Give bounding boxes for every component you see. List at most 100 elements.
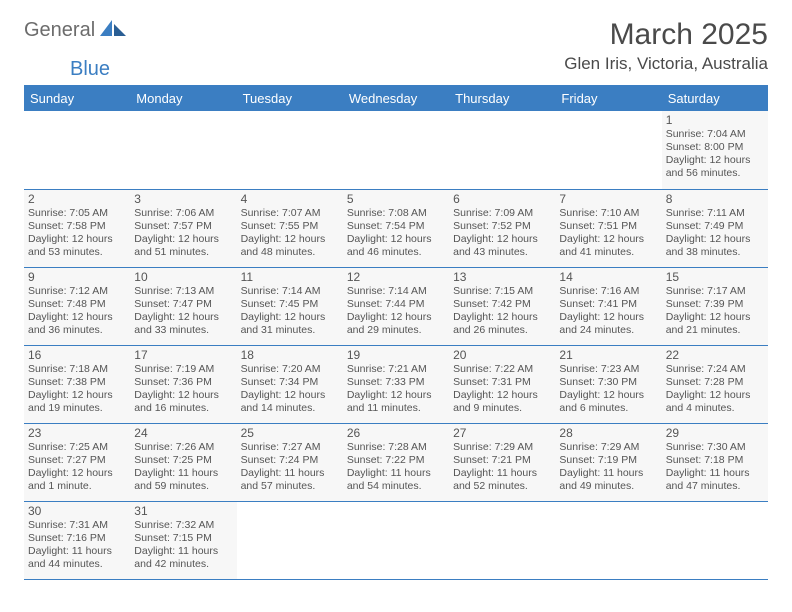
- calendar-empty-cell: [237, 501, 343, 579]
- brand-part2: Blue: [70, 58, 110, 81]
- calendar-day-cell: 31Sunrise: 7:32 AMSunset: 7:15 PMDayligh…: [130, 501, 236, 579]
- day-info: Sunrise: 7:12 AMSunset: 7:48 PMDaylight:…: [28, 285, 126, 338]
- day-info: Sunrise: 7:21 AMSunset: 7:33 PMDaylight:…: [347, 363, 445, 416]
- day-info: Sunrise: 7:16 AMSunset: 7:41 PMDaylight:…: [559, 285, 657, 338]
- calendar-week-row: 2Sunrise: 7:05 AMSunset: 7:58 PMDaylight…: [24, 189, 768, 267]
- calendar-empty-cell: [555, 111, 661, 189]
- day-info: Sunrise: 7:08 AMSunset: 7:54 PMDaylight:…: [347, 207, 445, 260]
- calendar-day-cell: 18Sunrise: 7:20 AMSunset: 7:34 PMDayligh…: [237, 345, 343, 423]
- day-info: Sunrise: 7:24 AMSunset: 7:28 PMDaylight:…: [666, 363, 764, 416]
- day-number: 27: [453, 426, 551, 440]
- calendar-day-cell: 12Sunrise: 7:14 AMSunset: 7:44 PMDayligh…: [343, 267, 449, 345]
- calendar-table: SundayMondayTuesdayWednesdayThursdayFrid…: [24, 86, 768, 580]
- day-number: 21: [559, 348, 657, 362]
- calendar-day-cell: 27Sunrise: 7:29 AMSunset: 7:21 PMDayligh…: [449, 423, 555, 501]
- calendar-day-cell: 14Sunrise: 7:16 AMSunset: 7:41 PMDayligh…: [555, 267, 661, 345]
- calendar-empty-cell: [662, 501, 768, 579]
- day-number: 5: [347, 192, 445, 206]
- day-number: 26: [347, 426, 445, 440]
- day-number: 18: [241, 348, 339, 362]
- calendar-day-cell: 24Sunrise: 7:26 AMSunset: 7:25 PMDayligh…: [130, 423, 236, 501]
- day-info: Sunrise: 7:31 AMSunset: 7:16 PMDaylight:…: [28, 519, 126, 572]
- calendar-day-cell: 9Sunrise: 7:12 AMSunset: 7:48 PMDaylight…: [24, 267, 130, 345]
- day-info: Sunrise: 7:15 AMSunset: 7:42 PMDaylight:…: [453, 285, 551, 338]
- calendar-day-cell: 13Sunrise: 7:15 AMSunset: 7:42 PMDayligh…: [449, 267, 555, 345]
- day-info: Sunrise: 7:20 AMSunset: 7:34 PMDaylight:…: [241, 363, 339, 416]
- calendar-day-cell: 19Sunrise: 7:21 AMSunset: 7:33 PMDayligh…: [343, 345, 449, 423]
- brand-sail-icon: [100, 18, 126, 43]
- calendar-day-cell: 29Sunrise: 7:30 AMSunset: 7:18 PMDayligh…: [662, 423, 768, 501]
- calendar-day-cell: 22Sunrise: 7:24 AMSunset: 7:28 PMDayligh…: [662, 345, 768, 423]
- day-info: Sunrise: 7:07 AMSunset: 7:55 PMDaylight:…: [241, 207, 339, 260]
- weekday-header: Sunday: [24, 86, 130, 111]
- calendar-day-cell: 26Sunrise: 7:28 AMSunset: 7:22 PMDayligh…: [343, 423, 449, 501]
- calendar-empty-cell: [555, 501, 661, 579]
- day-info: Sunrise: 7:29 AMSunset: 7:19 PMDaylight:…: [559, 441, 657, 494]
- weekday-header: Thursday: [449, 86, 555, 111]
- day-info: Sunrise: 7:13 AMSunset: 7:47 PMDaylight:…: [134, 285, 232, 338]
- calendar-day-cell: 3Sunrise: 7:06 AMSunset: 7:57 PMDaylight…: [130, 189, 236, 267]
- brand-logo: General: [24, 18, 129, 43]
- calendar-week-row: 23Sunrise: 7:25 AMSunset: 7:27 PMDayligh…: [24, 423, 768, 501]
- day-number: 16: [28, 348, 126, 362]
- day-info: Sunrise: 7:18 AMSunset: 7:38 PMDaylight:…: [28, 363, 126, 416]
- calendar-day-cell: 10Sunrise: 7:13 AMSunset: 7:47 PMDayligh…: [130, 267, 236, 345]
- day-number: 15: [666, 270, 764, 284]
- day-number: 24: [134, 426, 232, 440]
- calendar-week-row: 9Sunrise: 7:12 AMSunset: 7:48 PMDaylight…: [24, 267, 768, 345]
- day-number: 20: [453, 348, 551, 362]
- day-info: Sunrise: 7:06 AMSunset: 7:57 PMDaylight:…: [134, 207, 232, 260]
- day-number: 23: [28, 426, 126, 440]
- day-info: Sunrise: 7:09 AMSunset: 7:52 PMDaylight:…: [453, 207, 551, 260]
- calendar-day-cell: 21Sunrise: 7:23 AMSunset: 7:30 PMDayligh…: [555, 345, 661, 423]
- day-number: 29: [666, 426, 764, 440]
- day-number: 8: [666, 192, 764, 206]
- day-number: 7: [559, 192, 657, 206]
- brand-part1: General: [24, 19, 95, 42]
- calendar-day-cell: 17Sunrise: 7:19 AMSunset: 7:36 PMDayligh…: [130, 345, 236, 423]
- weekday-header: Monday: [130, 86, 236, 111]
- day-info: Sunrise: 7:04 AMSunset: 8:00 PMDaylight:…: [666, 128, 764, 181]
- calendar-day-cell: 30Sunrise: 7:31 AMSunset: 7:16 PMDayligh…: [24, 501, 130, 579]
- calendar-empty-cell: [343, 501, 449, 579]
- calendar-empty-cell: [449, 501, 555, 579]
- day-number: 9: [28, 270, 126, 284]
- calendar-day-cell: 7Sunrise: 7:10 AMSunset: 7:51 PMDaylight…: [555, 189, 661, 267]
- day-info: Sunrise: 7:10 AMSunset: 7:51 PMDaylight:…: [559, 207, 657, 260]
- weekday-header: Friday: [555, 86, 661, 111]
- day-info: Sunrise: 7:23 AMSunset: 7:30 PMDaylight:…: [559, 363, 657, 416]
- weekday-header: Saturday: [662, 86, 768, 111]
- day-info: Sunrise: 7:05 AMSunset: 7:58 PMDaylight:…: [28, 207, 126, 260]
- day-number: 12: [347, 270, 445, 284]
- calendar-day-cell: 16Sunrise: 7:18 AMSunset: 7:38 PMDayligh…: [24, 345, 130, 423]
- calendar-day-cell: 11Sunrise: 7:14 AMSunset: 7:45 PMDayligh…: [237, 267, 343, 345]
- day-info: Sunrise: 7:19 AMSunset: 7:36 PMDaylight:…: [134, 363, 232, 416]
- day-info: Sunrise: 7:30 AMSunset: 7:18 PMDaylight:…: [666, 441, 764, 494]
- day-info: Sunrise: 7:26 AMSunset: 7:25 PMDaylight:…: [134, 441, 232, 494]
- weekday-header: Tuesday: [237, 86, 343, 111]
- day-number: 19: [347, 348, 445, 362]
- day-info: Sunrise: 7:25 AMSunset: 7:27 PMDaylight:…: [28, 441, 126, 494]
- day-number: 31: [134, 504, 232, 518]
- calendar-empty-cell: [237, 111, 343, 189]
- day-number: 30: [28, 504, 126, 518]
- day-number: 1: [666, 113, 764, 127]
- day-info: Sunrise: 7:29 AMSunset: 7:21 PMDaylight:…: [453, 441, 551, 494]
- day-info: Sunrise: 7:14 AMSunset: 7:45 PMDaylight:…: [241, 285, 339, 338]
- day-number: 4: [241, 192, 339, 206]
- day-number: 2: [28, 192, 126, 206]
- day-number: 14: [559, 270, 657, 284]
- day-info: Sunrise: 7:17 AMSunset: 7:39 PMDaylight:…: [666, 285, 764, 338]
- day-info: Sunrise: 7:11 AMSunset: 7:49 PMDaylight:…: [666, 207, 764, 260]
- calendar-day-cell: 25Sunrise: 7:27 AMSunset: 7:24 PMDayligh…: [237, 423, 343, 501]
- month-title: March 2025: [564, 18, 768, 52]
- day-number: 28: [559, 426, 657, 440]
- day-info: Sunrise: 7:14 AMSunset: 7:44 PMDaylight:…: [347, 285, 445, 338]
- calendar-week-row: 16Sunrise: 7:18 AMSunset: 7:38 PMDayligh…: [24, 345, 768, 423]
- day-number: 11: [241, 270, 339, 284]
- calendar-day-cell: 5Sunrise: 7:08 AMSunset: 7:54 PMDaylight…: [343, 189, 449, 267]
- day-number: 17: [134, 348, 232, 362]
- calendar-empty-cell: [449, 111, 555, 189]
- title-block: March 2025 Glen Iris, Victoria, Australi…: [564, 18, 768, 74]
- day-number: 13: [453, 270, 551, 284]
